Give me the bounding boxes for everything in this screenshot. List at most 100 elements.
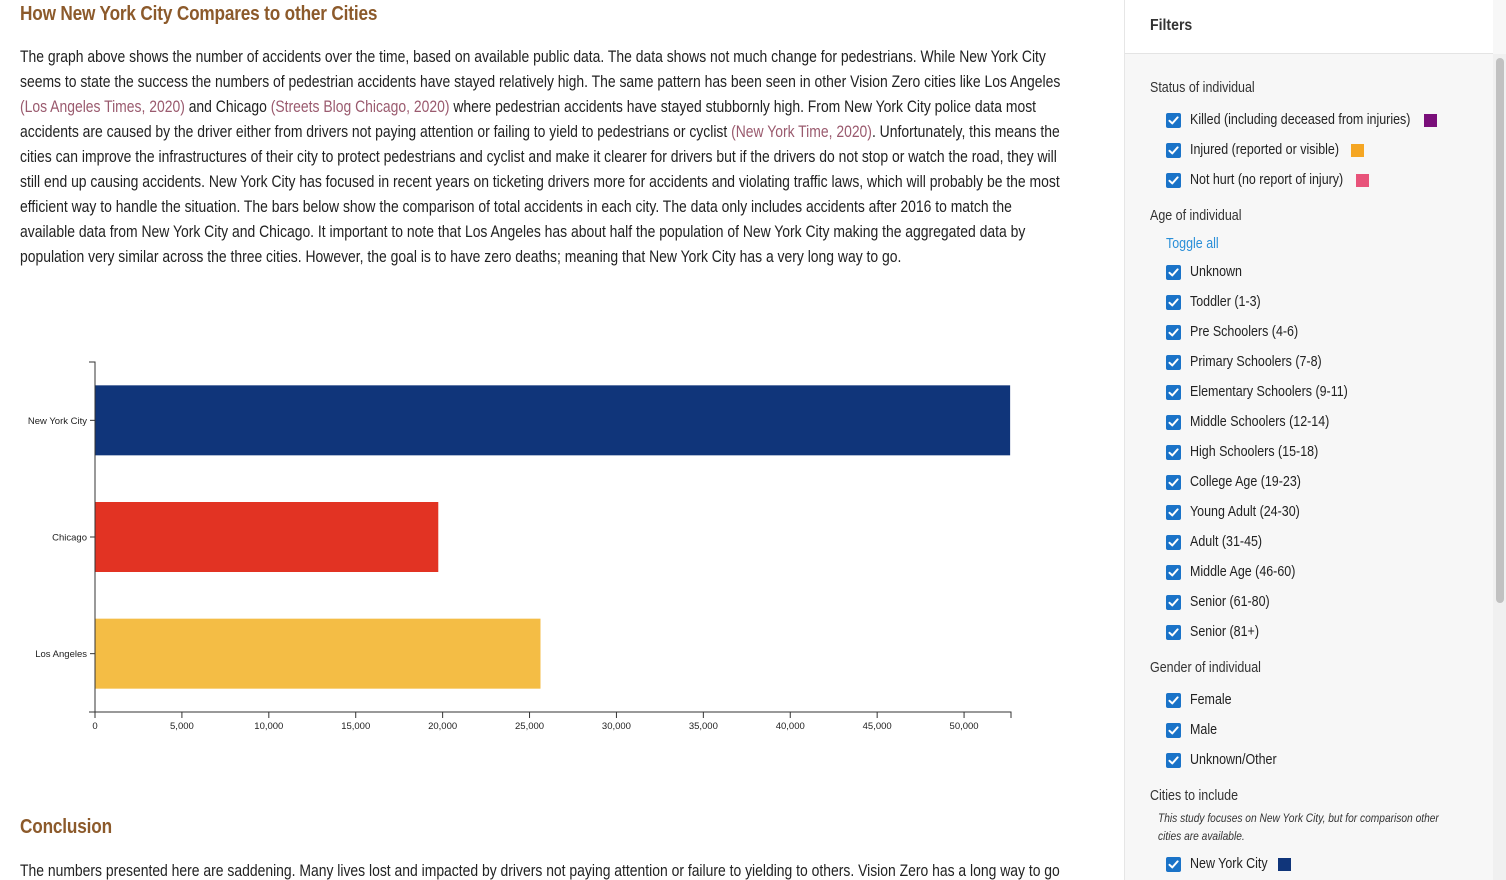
option-label: Senior (61-80) xyxy=(1190,594,1270,610)
gender-heading: Gender of individual xyxy=(1150,660,1261,676)
x-tick-label: 20,000 xyxy=(428,721,457,732)
x-tick-label: 15,000 xyxy=(341,721,370,732)
color-swatch xyxy=(1351,143,1365,157)
conclusion-heading: Conclusion xyxy=(20,816,112,838)
cities-heading: Cities to include xyxy=(1150,788,1239,804)
paragraph-text: where pedestrian accidents have stayed s… xyxy=(20,98,1037,141)
checkmark-icon xyxy=(1168,477,1179,486)
age-option-pre-schoolers-4-6[interactable]: Pre Schoolers (4-6) xyxy=(1166,322,1316,342)
checkbox[interactable] xyxy=(1166,264,1181,280)
checkmark-icon xyxy=(1168,567,1179,576)
checkbox[interactable] xyxy=(1166,624,1181,640)
filters-header: Filters xyxy=(1125,0,1493,54)
link-streets-blog-chicago[interactable]: (Streets Blog Chicago, 2020) xyxy=(270,98,450,116)
option-label: College Age (19-23) xyxy=(1190,474,1301,490)
gender-option-female[interactable]: Female xyxy=(1166,690,1238,710)
checkbox[interactable] xyxy=(1166,112,1181,128)
age-option-unknown[interactable]: Unknown xyxy=(1166,262,1250,282)
y-axis-line xyxy=(89,361,96,713)
paragraph-text: The graph above shows the number of acci… xyxy=(20,48,1061,91)
status-option-killed-including-deceased-from-injuries[interactable]: Killed (including deceased from injuries… xyxy=(1166,110,1438,130)
checkbox[interactable] xyxy=(1166,564,1181,580)
option-label: Senior (81+) xyxy=(1190,624,1259,640)
x-tick-label: 50,000 xyxy=(950,721,979,732)
checkmark-icon xyxy=(1168,175,1179,184)
age-option-senior-81[interactable]: Senior (81+) xyxy=(1166,622,1270,642)
checkbox[interactable] xyxy=(1166,142,1181,158)
checkbox[interactable] xyxy=(1166,294,1181,310)
age-option-young-adult-24-30[interactable]: Young Adult (24-30) xyxy=(1166,502,1318,522)
checkmark-icon xyxy=(1168,859,1179,868)
age-option-middle-age-46-60[interactable]: Middle Age (46-60) xyxy=(1166,562,1313,582)
option-label: Killed (including deceased from injuries… xyxy=(1190,112,1411,128)
checkbox[interactable] xyxy=(1166,504,1181,520)
checkmark-icon xyxy=(1168,755,1179,764)
status-option-not-hurt-no-report-of-injury[interactable]: Not hurt (no report of injury) xyxy=(1166,170,1369,190)
option-label: Injured (reported or visible) xyxy=(1190,142,1340,158)
age-option-college-age-19-23[interactable]: College Age (19-23) xyxy=(1166,472,1319,492)
link-la-times[interactable]: (Los Angeles Times, 2020) xyxy=(20,98,185,116)
checkmark-icon xyxy=(1168,627,1179,636)
checkmark-icon xyxy=(1168,297,1179,306)
link-new-york-time[interactable]: (New York Time, 2020) xyxy=(731,123,872,141)
checkmark-icon xyxy=(1168,387,1179,396)
gender-option-unknown-other[interactable]: Unknown/Other xyxy=(1166,750,1291,770)
cities-note: This study focuses on New York City, but… xyxy=(1158,811,1439,843)
checkbox[interactable] xyxy=(1166,414,1181,430)
checkbox[interactable] xyxy=(1166,354,1181,370)
toggle-all-link[interactable]: Toggle all xyxy=(1166,236,1219,252)
age-option-primary-schoolers-7-8[interactable]: Primary Schoolers (7-8) xyxy=(1166,352,1343,372)
paragraph-text: . Unfortunately, this means the cities c… xyxy=(20,123,1060,266)
cities-option-new-york-city[interactable]: New York City xyxy=(1166,854,1292,874)
option-label: Pre Schoolers (4-6) xyxy=(1190,324,1299,340)
x-axis-line xyxy=(94,711,1012,718)
bar-new-york-city xyxy=(95,385,1011,456)
status-option-injured-reported-or-visible[interactable]: Injured (reported or visible) xyxy=(1166,140,1365,160)
checkbox[interactable] xyxy=(1166,384,1181,400)
checkbox[interactable] xyxy=(1166,534,1181,550)
x-tick-label: 40,000 xyxy=(776,721,805,732)
checkbox[interactable] xyxy=(1166,692,1181,708)
bar-chicago xyxy=(95,502,439,572)
checkbox[interactable] xyxy=(1166,722,1181,738)
compare-paragraph: The graph above shows the number of acci… xyxy=(20,45,1061,270)
x-tick-label: 30,000 xyxy=(602,721,631,732)
checkbox[interactable] xyxy=(1166,474,1181,490)
age-heading: Age of individual xyxy=(1150,208,1242,224)
checkmark-icon xyxy=(1168,145,1179,154)
checkbox[interactable] xyxy=(1166,172,1181,188)
x-tick-label: 25,000 xyxy=(515,721,544,732)
checkmark-icon xyxy=(1168,695,1179,704)
age-option-adult-31-45[interactable]: Adult (31-45) xyxy=(1166,532,1274,552)
age-option-elementary-schoolers-9-11[interactable]: Elementary Schoolers (9-11) xyxy=(1166,382,1373,402)
gender-option-male[interactable]: Male xyxy=(1166,720,1221,740)
option-label: Young Adult (24-30) xyxy=(1190,504,1300,520)
checkmark-icon xyxy=(1168,417,1179,426)
checkbox[interactable] xyxy=(1166,752,1181,768)
checkbox[interactable] xyxy=(1166,856,1181,872)
option-label: Unknown/Other xyxy=(1190,752,1277,768)
option-label: High Schoolers (15-18) xyxy=(1190,444,1319,460)
checkmark-icon xyxy=(1168,725,1179,734)
checkmark-icon xyxy=(1168,507,1179,516)
age-option-middle-schoolers-12-14[interactable]: Middle Schoolers (12-14) xyxy=(1166,412,1352,432)
checkbox[interactable] xyxy=(1166,444,1181,460)
option-label: Unknown xyxy=(1190,264,1242,280)
color-swatch xyxy=(1278,857,1292,871)
age-option-senior-61-80[interactable]: Senior (61-80) xyxy=(1166,592,1283,612)
checkbox[interactable] xyxy=(1166,594,1181,610)
age-option-high-schoolers-15-18[interactable]: High Schoolers (15-18) xyxy=(1166,442,1339,462)
scrollbar-thumb[interactable] xyxy=(1496,58,1504,603)
checkbox[interactable] xyxy=(1166,324,1181,340)
accidents-by-city-bar-chart: New York City Chicago Los Angeles 0 5,000 10,… xyxy=(28,361,1012,732)
x-tick-label: 10,000 xyxy=(254,721,283,732)
x-tick-label: 35,000 xyxy=(689,721,718,732)
sidebar-scrollbar[interactable] xyxy=(1493,54,1506,880)
checkmark-icon xyxy=(1168,597,1179,606)
checkmark-icon xyxy=(1168,115,1179,124)
checkmark-icon xyxy=(1168,357,1179,366)
age-option-toddler-1-3[interactable]: Toddler (1-3) xyxy=(1166,292,1272,312)
option-label: Male xyxy=(1190,722,1218,738)
checkmark-icon xyxy=(1168,447,1179,456)
checkmark-icon xyxy=(1168,267,1179,276)
